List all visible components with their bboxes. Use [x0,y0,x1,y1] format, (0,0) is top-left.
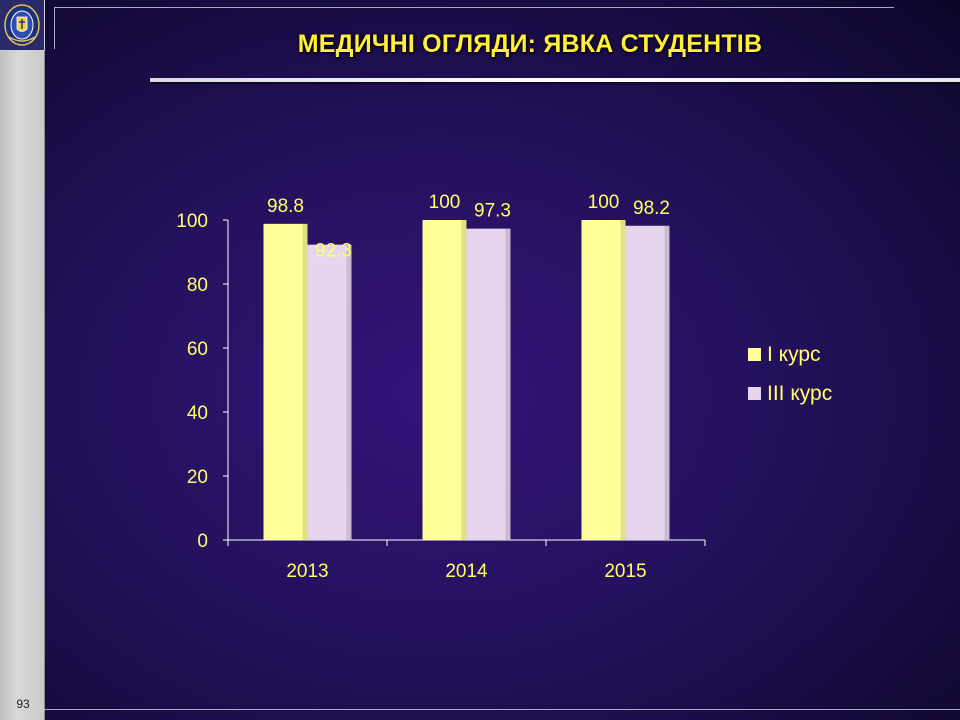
emblem-icon [4,4,40,46]
data-label: 98.8 [267,196,304,217]
bar-fill [307,244,352,540]
y-tick-label: 20 [187,467,208,488]
bar-fill [581,220,626,540]
slide-title: МЕДИЧНІ ОГЛЯДИ: ЯВКА СТУДЕНТІВ [297,30,763,58]
bar-shade [664,225,670,540]
y-tick-label: 100 [176,211,208,232]
bar-shade [505,228,511,540]
top-divider [54,7,894,8]
legend-label: І курс [767,343,821,366]
bar-shade [620,220,626,540]
bar-fill [263,223,308,540]
bar [581,220,626,540]
legend-swatch [748,387,761,400]
bar-fill [466,228,511,540]
bar [466,228,511,540]
x-category-label: 2015 [604,561,646,582]
bar-shade [346,244,352,540]
bottom-divider [44,709,960,710]
bar [307,244,352,540]
page-number: 93 [16,697,30,711]
legend-label: ІІІ курс [767,382,832,405]
legend-item: І курс [748,343,821,366]
bar [625,225,670,540]
y-tick-label: 60 [187,339,208,360]
data-label: 100 [588,192,620,213]
bar-fill [422,220,467,540]
y-tick-label: 40 [187,403,208,424]
x-category-label: 2013 [286,561,328,582]
y-tick-label: 0 [197,531,208,552]
bar-fill [625,225,670,540]
y-tick-label: 80 [187,275,208,296]
labels: 2013 98.8 92.3 2014 100 97.3 2015 100 98.2 [267,192,670,582]
data-label: 100 [429,192,461,213]
emblem-logo [0,0,45,51]
bars [263,220,670,540]
bar-shade [302,223,308,540]
side-strip [0,0,45,720]
data-label: 92.3 [315,241,352,262]
legend-swatch [748,348,761,361]
data-label: 98.2 [633,198,670,219]
title-underline [150,78,960,82]
top-divider-vertical [54,7,55,49]
legend-item: ІІІ курс [748,382,832,405]
bar [263,223,308,540]
x-category-label: 2014 [445,561,488,582]
data-label: 97.3 [474,201,511,222]
legend: І курс ІІІ курс [748,343,832,405]
bar [422,220,467,540]
bar-shade [461,220,467,540]
